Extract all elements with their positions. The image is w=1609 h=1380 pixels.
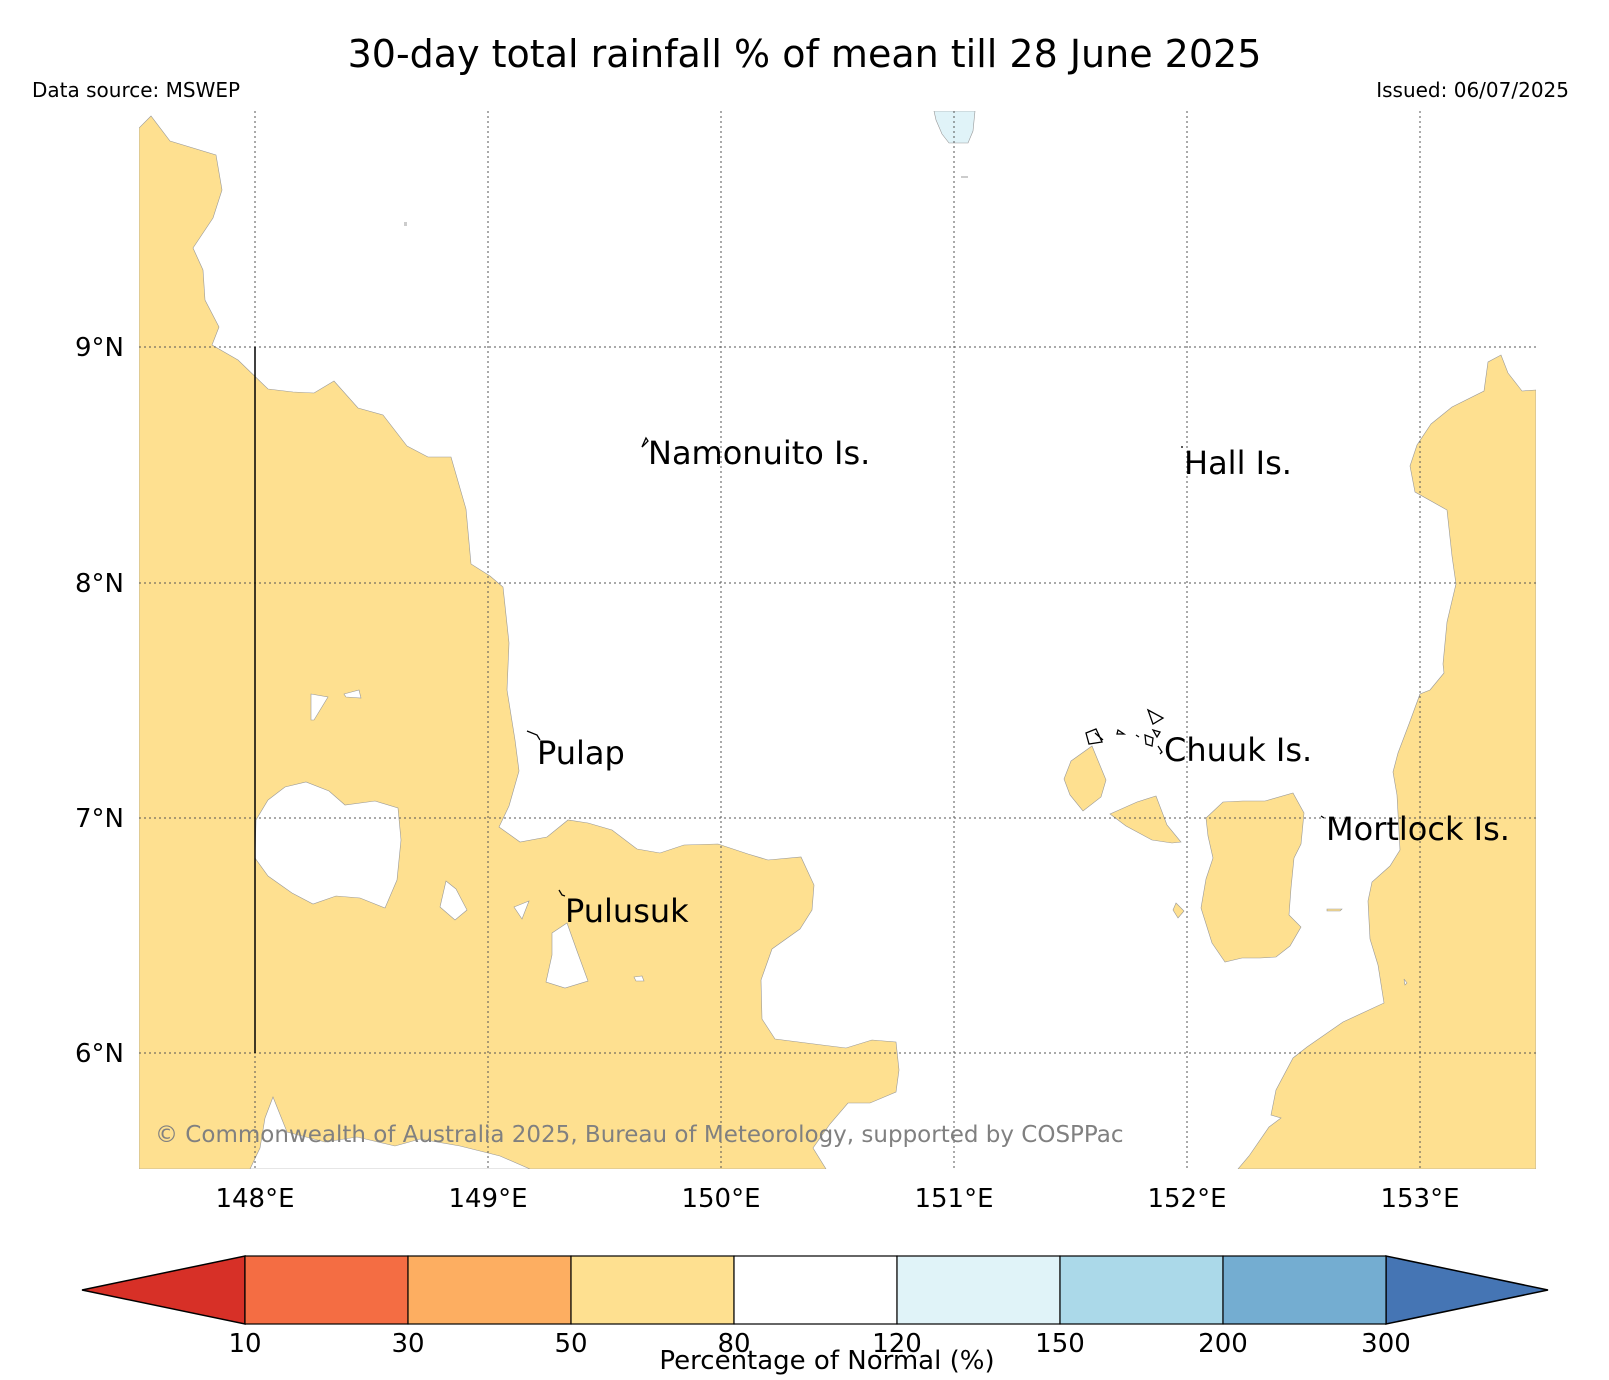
lon-tick-label: 151°E: [914, 1184, 993, 1214]
island-mortlock: [1320, 815, 1325, 819]
lat-tick-label: 9°N: [75, 333, 124, 363]
rainfall-hole-south: [249, 1096, 531, 1169]
rainfall-hole-4: [439, 880, 468, 921]
rainfall-hole-1: [254, 781, 402, 909]
colorbar-tick-label: 300: [1361, 1329, 1411, 1359]
colorbar-tick-label: 50: [554, 1329, 587, 1359]
rainfall-hole-east: [1403, 978, 1408, 986]
lon-tick-label: 152°E: [1147, 1184, 1226, 1214]
rainfall-hole-7: [633, 975, 645, 982]
rainfall-hole-6: [545, 922, 589, 989]
rainfall-patch-small-1: [1172, 902, 1185, 919]
latitude-ticks: 9°N 8°N 7°N 6°N: [75, 333, 124, 1069]
colorbar-tick-label: 10: [228, 1329, 261, 1359]
colorbar-tick-label: 30: [391, 1329, 424, 1359]
colorbar-tick-label: 80: [717, 1329, 750, 1359]
rainfall-region-east: [1237, 354, 1536, 1169]
lat-tick-label: 8°N: [75, 569, 124, 599]
label-hall: Hall Is.: [1184, 444, 1292, 482]
label-pulusuk: Pulusuk: [565, 892, 689, 930]
colorbar-segment: [733, 1255, 898, 1325]
colorbar-label: Percentage of Normal (%): [659, 1346, 994, 1376]
rainfall-patch-mortlock-west: [1200, 792, 1305, 963]
island-pulap: [526, 730, 541, 741]
rainfall-hole-2: [310, 693, 329, 721]
rainfall-patch-chuuk-south: [1109, 795, 1182, 844]
label-mortlock: Mortlock Is.: [1326, 810, 1510, 848]
label-pulap: Pulap: [537, 734, 625, 772]
label-namonuito: Namonuito Is.: [648, 434, 870, 472]
colorbar-extend-high: [1385, 1255, 1549, 1325]
rainfall-patch-chuuk-west: [1063, 745, 1107, 812]
rainfall-patch-small-2: [1326, 908, 1343, 912]
colorbar-extend-low: [81, 1255, 246, 1325]
map-title: 30-day total rainfall % of mean till 28 …: [347, 32, 1262, 76]
colorbar-segment: [1059, 1255, 1224, 1325]
rainfall-hole-5: [513, 900, 530, 920]
lon-tick-label: 153°E: [1380, 1184, 1459, 1214]
island-labels: Namonuito Is. Hall Is. Pulap Chuuk Is. M…: [537, 434, 1510, 930]
colorbar-segment: [896, 1255, 1061, 1325]
colorbar-segment: [570, 1255, 735, 1325]
colorbar-segment: [244, 1255, 409, 1325]
colorbar-tick-label: 200: [1198, 1329, 1248, 1359]
colorbar-segment: [1222, 1255, 1387, 1325]
lon-tick-label: 150°E: [681, 1184, 760, 1214]
colorbar-ticks: 10 30 50 80 120 150 200 300: [228, 1329, 1410, 1359]
lon-tick-label: 149°E: [448, 1184, 527, 1214]
lat-tick-label: 7°N: [75, 804, 124, 834]
longitude-ticks: 148°E 149°E 150°E 151°E 152°E 153°E: [215, 1184, 1459, 1214]
rainfall-region-west: [139, 115, 900, 1169]
colorbar-tick-label: 120: [872, 1329, 922, 1359]
colorbar: [81, 1255, 1549, 1325]
island-chuuk: [1085, 708, 1165, 755]
island-namonuito: [641, 436, 649, 448]
data-source-label: Data source: MSWEP: [32, 78, 241, 102]
island-pulusuk: [558, 889, 566, 897]
islands: [526, 436, 1325, 897]
rainfall-hole-3: [343, 689, 362, 699]
issued-date-label: Issued: 06/07/2025: [1376, 78, 1569, 102]
rainfall-shading: [139, 111, 1536, 1169]
rainfall-speck-2: [404, 222, 407, 226]
rainfall-speck: [961, 176, 968, 178]
colorbar-tick-label: 150: [1035, 1329, 1085, 1359]
label-chuuk: Chuuk Is.: [1164, 731, 1312, 769]
lon-tick-label: 148°E: [215, 1184, 294, 1214]
lat-tick-label: 6°N: [75, 1039, 124, 1069]
colorbar-segment: [407, 1255, 572, 1325]
copyright-notice: © Commonwealth of Australia 2025, Bureau…: [155, 1122, 1124, 1148]
